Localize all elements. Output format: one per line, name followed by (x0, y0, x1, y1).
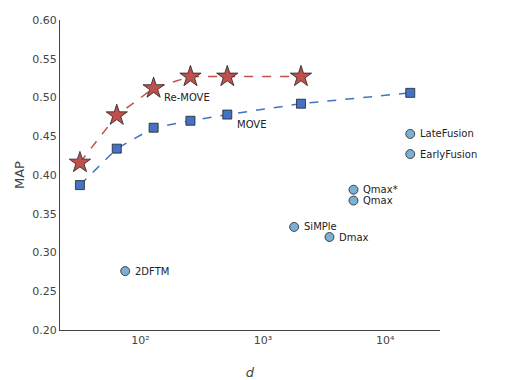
svg-text:0.50: 0.50 (32, 91, 57, 104)
svg-text:MOVE: MOVE (237, 119, 266, 130)
svg-text:Re-MOVE: Re-MOVE (164, 92, 210, 103)
svg-text:0.20: 0.20 (32, 324, 57, 337)
svg-text:10⁴: 10⁴ (376, 334, 395, 347)
svg-text:0.25: 0.25 (32, 285, 57, 298)
svg-text:0.55: 0.55 (32, 53, 57, 66)
svg-text:MAP: MAP (12, 161, 27, 189)
svg-text:0.40: 0.40 (32, 169, 57, 182)
svg-text:10³: 10³ (254, 334, 272, 347)
svg-text:Qmax: Qmax (363, 195, 393, 206)
svg-text:LateFusion: LateFusion (420, 128, 474, 139)
svg-text:0.35: 0.35 (32, 208, 57, 221)
svg-text:0.30: 0.30 (32, 246, 57, 259)
svg-text:EarlyFusion: EarlyFusion (420, 149, 477, 160)
svg-text:0.45: 0.45 (32, 130, 57, 143)
svg-text:d: d (246, 365, 255, 380)
svg-text:0.60: 0.60 (32, 14, 57, 27)
svg-text:Qmax*: Qmax* (363, 184, 398, 195)
svg-text:2DFTM: 2DFTM (135, 266, 169, 277)
svg-text:SiMPle: SiMPle (304, 221, 337, 232)
svg-text:Dmax: Dmax (339, 232, 369, 243)
svg-text:10²: 10² (131, 334, 149, 347)
